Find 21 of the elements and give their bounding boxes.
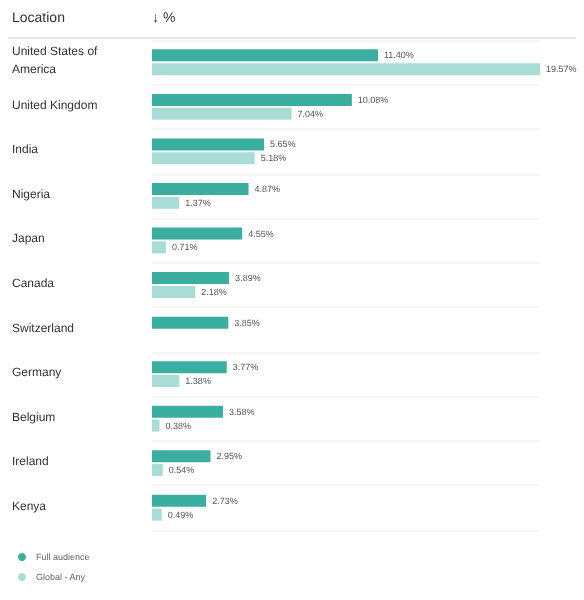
bar (152, 450, 211, 463)
bar (152, 63, 540, 76)
bar (152, 227, 243, 240)
bar (152, 138, 265, 151)
bar (152, 316, 229, 329)
bar (152, 272, 230, 285)
bar (152, 285, 196, 298)
bar (152, 107, 292, 120)
bar (152, 183, 249, 196)
bar (152, 49, 379, 62)
bar (152, 405, 223, 418)
bar (152, 152, 255, 165)
bar (152, 419, 160, 432)
bar (152, 494, 207, 507)
bar (152, 93, 352, 106)
bar (152, 361, 227, 374)
bar (152, 508, 162, 521)
bar (152, 464, 163, 477)
bar (152, 241, 167, 254)
bar (152, 374, 180, 387)
bar (152, 196, 180, 209)
